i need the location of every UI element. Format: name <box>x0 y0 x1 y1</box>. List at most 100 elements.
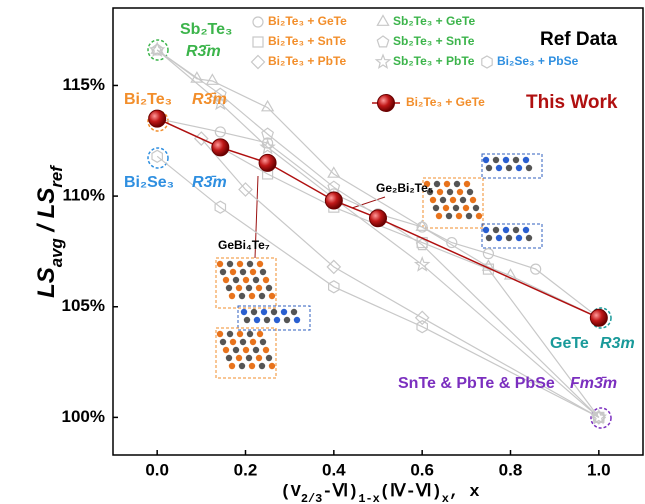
label-part: LS <box>33 267 60 298</box>
atom <box>472 204 480 212</box>
atom <box>290 308 298 316</box>
atom <box>502 156 510 164</box>
annotation: Bi₂Te₃ <box>124 91 172 108</box>
legend-label: Bi₂Te₃ + PbTe <box>268 54 346 68</box>
marker <box>376 35 390 48</box>
atom <box>219 338 227 346</box>
y-tick-label: 110% <box>62 186 105 205</box>
atom <box>525 164 533 172</box>
legend-label: Sb₂Te₃ + GeTe <box>393 14 475 28</box>
series-line <box>157 118 600 319</box>
annotation: R3̄m <box>192 91 227 108</box>
atom <box>229 268 237 276</box>
legend-label: Sb₂Te₃ + PbTe <box>393 54 475 68</box>
annotation: R3̄m <box>192 174 227 191</box>
pointer <box>254 175 259 259</box>
legend-label: Sb₂Te₃ + SnTe <box>393 34 475 48</box>
x-tick-label: 0.2 <box>234 460 258 479</box>
atom <box>216 330 224 338</box>
atom <box>260 308 268 316</box>
annotation: GeTe <box>550 335 589 352</box>
legend-label: Bi₂Te₃ + GeTe <box>268 14 347 28</box>
atom <box>238 362 246 370</box>
structure-box <box>481 153 543 179</box>
legend-label: Bi₂Te₃ + GeTe <box>406 95 485 109</box>
marker <box>212 94 229 111</box>
marker <box>413 256 431 272</box>
atom <box>268 362 276 370</box>
highlight <box>590 407 612 429</box>
highlight <box>147 39 169 61</box>
highlight <box>147 147 169 169</box>
label-part: , x <box>449 483 480 502</box>
marker <box>190 71 204 83</box>
marker <box>374 53 392 70</box>
atom <box>229 338 237 346</box>
legend-label: Bi₂Se₃ + PbSe <box>497 54 579 68</box>
atom <box>259 338 267 346</box>
atom <box>439 196 447 204</box>
atom <box>239 268 247 276</box>
series-line <box>156 49 600 319</box>
atom <box>482 226 490 234</box>
marker <box>377 94 395 112</box>
atom <box>232 346 240 354</box>
atom <box>273 316 281 324</box>
atom <box>216 260 224 268</box>
marker <box>258 153 277 172</box>
atom <box>270 308 278 316</box>
atom <box>525 234 533 242</box>
label-part: x <box>442 492 449 504</box>
atom <box>240 308 248 316</box>
atom <box>222 276 230 284</box>
atom <box>252 346 260 354</box>
structure-box <box>481 223 543 249</box>
annotation: Bi₂Se₃ <box>124 174 174 191</box>
label-part: / LS <box>33 188 60 239</box>
atom <box>495 164 503 172</box>
atom <box>268 292 276 300</box>
atom <box>255 354 263 362</box>
y-axis-label: LSavg / LSref <box>33 165 66 298</box>
marker <box>482 248 495 260</box>
marker <box>416 221 428 233</box>
data-layer: 0.0 0.2 0.4 0.6 0.8 1.0 100% 105% 110% 115% Bi₂Te₃… <box>62 14 611 479</box>
annotation: R3m <box>600 335 635 352</box>
label-part: 2/3 <box>301 492 322 504</box>
atom <box>512 156 520 164</box>
series-line <box>156 155 600 418</box>
structure-icons <box>215 153 543 379</box>
marker <box>252 16 264 28</box>
marker <box>503 268 518 280</box>
atom <box>226 330 234 338</box>
atom <box>492 226 500 234</box>
structure-box <box>422 177 484 229</box>
marker <box>327 166 341 178</box>
atom <box>248 292 256 300</box>
marker <box>238 182 253 197</box>
annotation: Ge₂Bi₂Te₅ <box>376 181 433 195</box>
y-tick-label: 100% <box>62 407 105 426</box>
series-line <box>156 49 600 418</box>
atom <box>495 234 503 242</box>
atom <box>243 316 251 324</box>
marker <box>415 219 429 231</box>
label-part: (V <box>280 483 301 502</box>
atom <box>455 212 463 220</box>
atom <box>258 292 266 300</box>
atom <box>442 204 450 212</box>
x-tick-label: 0.0 <box>145 460 169 479</box>
atom <box>219 268 227 276</box>
atom <box>232 276 240 284</box>
marker <box>326 259 342 275</box>
structure-box <box>215 257 277 309</box>
atom <box>453 180 461 188</box>
atom <box>249 268 257 276</box>
atom <box>485 164 493 172</box>
marker <box>214 126 226 138</box>
x-tick-label: 0.6 <box>410 460 434 479</box>
legend-title: This Work <box>526 92 618 113</box>
series-line <box>156 49 600 418</box>
x-tick-label: 1.0 <box>587 460 611 479</box>
atom <box>456 188 464 196</box>
